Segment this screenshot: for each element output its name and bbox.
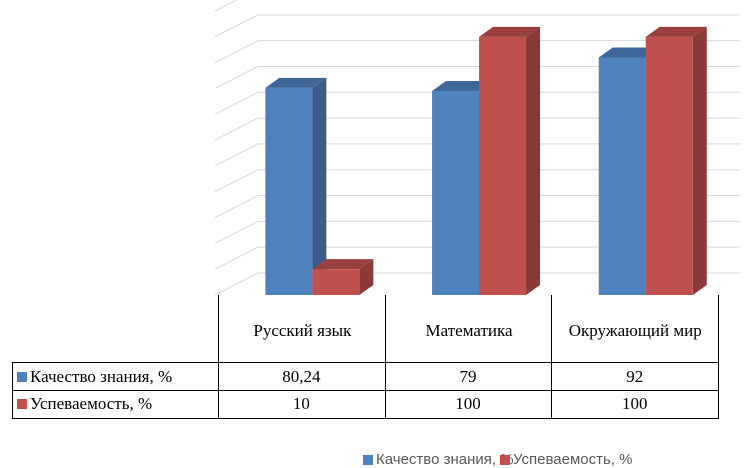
bar [598,57,646,295]
category-label: Окружающий мир [568,321,702,340]
legend-item: Успеваемость, % [500,451,633,468]
bar-top [645,26,707,37]
value-cell: 10 [218,390,386,419]
grid-line [214,0,238,12]
bar [432,91,480,295]
row-label: Успеваемость, % [12,390,219,419]
grid-line [214,40,740,64]
grid-line [214,272,740,296]
grid-line [214,91,740,115]
grid-line [214,246,740,270]
legend-label: Успеваемость, % [513,451,633,468]
value-label: 80,24 [282,366,321,386]
category-cell: Математика [384,295,553,363]
category-cell: Окружающий мир [551,295,720,363]
value-label: 100 [621,394,648,413]
value-cell: 100 [384,390,553,419]
bar-top [598,47,660,58]
value-label: 100 [455,394,481,413]
grid-line [214,14,740,38]
grid-line [214,143,740,167]
grid-line [214,195,740,218]
grid-line [214,220,740,244]
value-label: 79 [459,366,477,386]
legend-swatch [500,454,510,465]
value-cell: 80,24 [218,362,386,391]
bar-top [265,77,327,88]
bar-side [312,77,327,296]
bar-side [359,259,374,295]
legend-swatch [363,454,373,465]
row-label: Качество знания, % [12,362,219,391]
row-swatch [17,399,27,409]
bar [645,36,693,296]
bar [312,269,360,295]
row-label-text: Качество знания, % [30,366,173,386]
bar [265,87,313,296]
legend-label: Качество знания, % [376,451,514,468]
row-swatch [17,371,27,382]
bar-side [526,26,541,296]
category-label: Русский язык [253,321,352,340]
bar-top [479,26,541,37]
value-label: 92 [626,366,644,386]
row-label-text: Успеваемость, % [30,394,153,413]
bar-top [312,259,374,270]
bar [479,36,527,296]
category-cell: Русский язык [218,295,386,363]
value-cell: 92 [551,362,720,391]
bar-top [432,81,494,92]
grid-line [214,117,740,141]
grid-line [214,169,740,193]
legend-item: Качество знания, % [363,451,514,468]
value-cell: 100 [551,390,720,419]
value-cell: 79 [384,362,553,391]
bar-side [692,26,707,296]
category-label: Математика [425,321,513,340]
grid-line [214,65,740,89]
value-label: 10 [292,394,310,413]
